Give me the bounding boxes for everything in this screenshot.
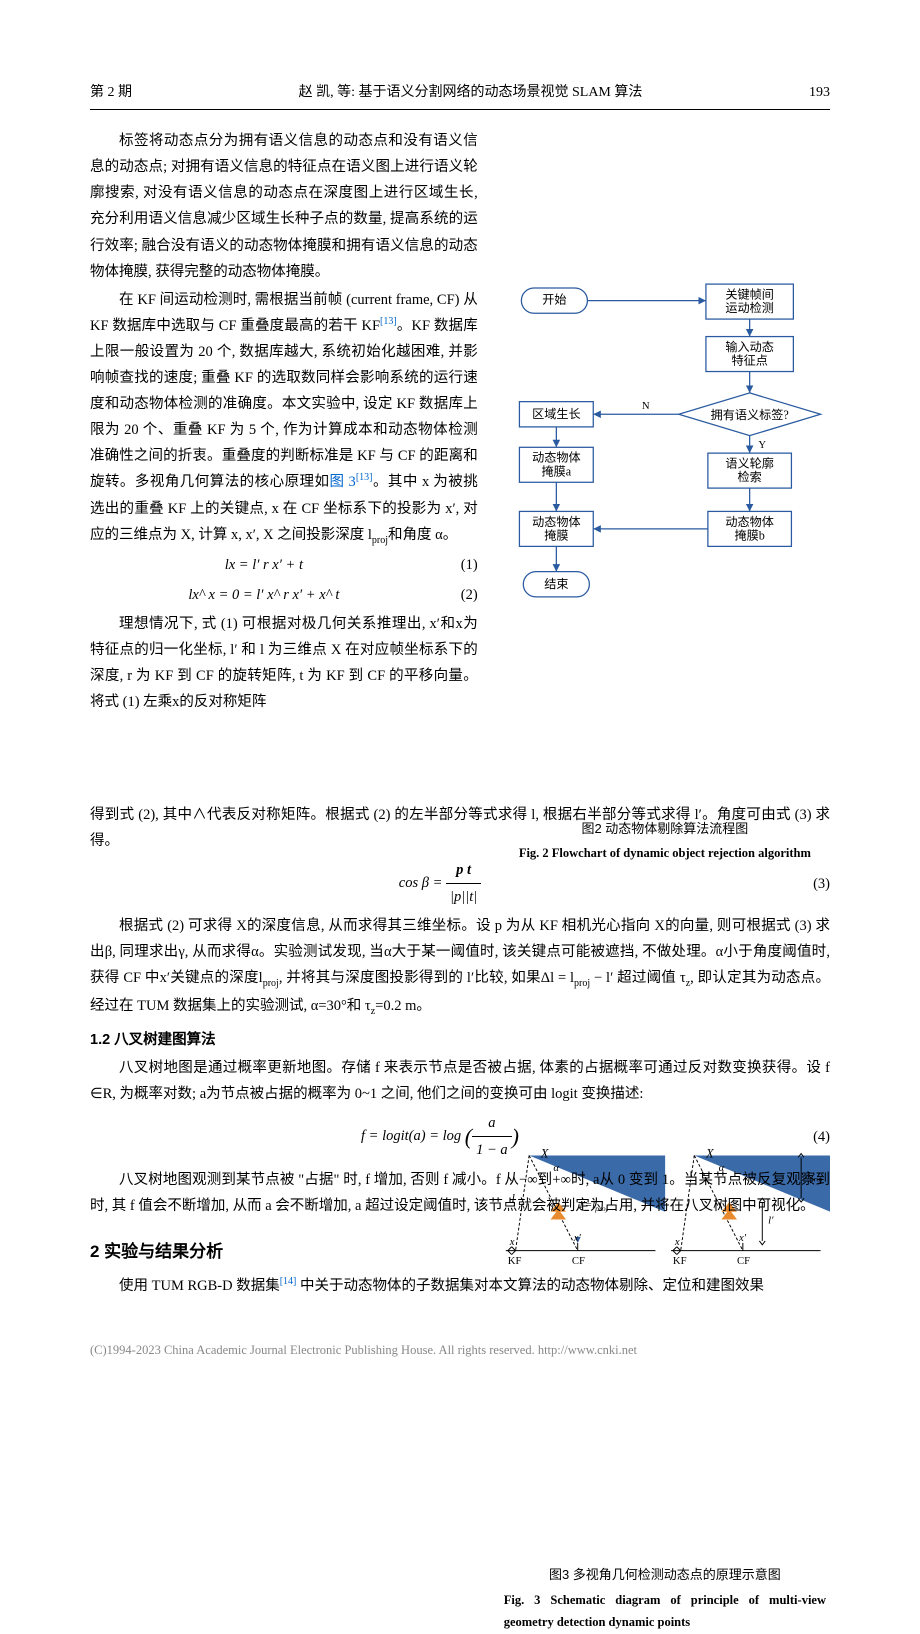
equation-3: cos β = p t|p||t| (3) [90, 857, 830, 910]
node-sem-l2: 检索 [737, 469, 761, 484]
para-7: 八叉树地图观测到某节点被 "占据" 时, f 增加, 否则 f 减小。f 从−∞… [90, 1167, 830, 1219]
node-maska-l2: 掩膜a [541, 465, 571, 479]
fig3-x-l: x [508, 1236, 514, 1248]
fig3-cf-r: CF [737, 1255, 750, 1267]
fig3-xp-l: x′ [573, 1232, 582, 1244]
figure-2-flowchart: 开始 关键帧间 运动检测 输入动态 特征点 拥有语义标签? N 区域生长 动态物… [500, 128, 830, 802]
node-end: 结束 [544, 577, 568, 591]
node-mask-l1: 动态物体 [532, 515, 581, 529]
equation-2: lx^ x = 0 = l′ x^ r x′ + x^ t (2) [90, 582, 478, 608]
para-3: 理想情况下, 式 (1) 可根据对极几何关系推理出, x′和x为特征点的归一化坐… [90, 611, 478, 715]
label-y: Y [758, 439, 766, 451]
fig3-link[interactable]: 图 3 [330, 474, 356, 490]
fig3-caption-en: Fig. 3 Schematic diagram of principle of… [500, 1589, 830, 1634]
fig3-kf-l: KF [507, 1255, 521, 1267]
ref-13[interactable]: [13] [380, 316, 397, 327]
issue-number: 第 2 期 [90, 80, 132, 105]
node-maskb-l2: 掩膜b [734, 529, 764, 543]
equation-4: f = logit(a) = log (a1 − a) (4) [90, 1110, 830, 1163]
node-input-l2: 特征点 [731, 353, 767, 368]
node-maska-l1: 动态物体 [532, 451, 581, 465]
node-diamond: 拥有语义标签? [710, 407, 788, 422]
node-sem-l1: 语义轮廓 [725, 456, 774, 471]
equation-1: lx = l′ r x′ + t (1) [90, 552, 478, 578]
fig3-caption-cn: 图3 多视角几何检测动态点的原理示意图 [500, 1563, 830, 1586]
label-n: N [642, 400, 650, 412]
ref-14[interactable]: [14] [280, 1277, 297, 1288]
ref-13b[interactable]: [13] [356, 473, 373, 484]
para-8: 使用 TUM RGB-D 数据集[14] 中关于动态物体的子数据集对本文算法的动… [90, 1273, 830, 1299]
node-maskb-l1: 动态物体 [725, 515, 774, 529]
two-column-region: 标签将动态点分为拥有语义信息的动态点和没有语义信息的动态点; 对拥有语义信息的特… [90, 128, 830, 802]
fig3-xp-r: x′ [738, 1232, 747, 1244]
page-number: 193 [809, 80, 830, 105]
fig3-kf-r: KF [673, 1255, 687, 1267]
left-column: 标签将动态点分为拥有语义信息的动态点和没有语义信息的动态点; 对拥有语义信息的特… [90, 128, 478, 802]
node-region: 区域生长 [532, 407, 581, 421]
running-title: 赵 凯, 等: 基于语义分割网络的动态场景视觉 SLAM 算法 [299, 80, 643, 105]
para-1: 标签将动态点分为拥有语义信息的动态点和没有语义信息的动态点; 对拥有语义信息的特… [90, 128, 478, 285]
fig3-cf-l: CF [572, 1255, 585, 1267]
node-input-l1: 输入动态 [725, 339, 774, 354]
right-column: 开始 关键帧间 运动检测 输入动态 特征点 拥有语义标签? N 区域生长 动态物… [500, 128, 830, 802]
fig3-x-r: x [674, 1236, 680, 1248]
node-kfdetect-l2: 运动检测 [725, 300, 774, 315]
node-mask-l2: 掩膜 [544, 529, 568, 543]
page-header: 第 2 期 赵 凯, 等: 基于语义分割网络的动态场景视觉 SLAM 算法 19… [90, 80, 830, 110]
node-kfdetect-l1: 关键帧间 [725, 288, 774, 302]
para-2: 在 KF 间运动检测时, 需根据当前帧 (current frame, CF) … [90, 287, 478, 550]
node-start: 开始 [542, 293, 566, 307]
